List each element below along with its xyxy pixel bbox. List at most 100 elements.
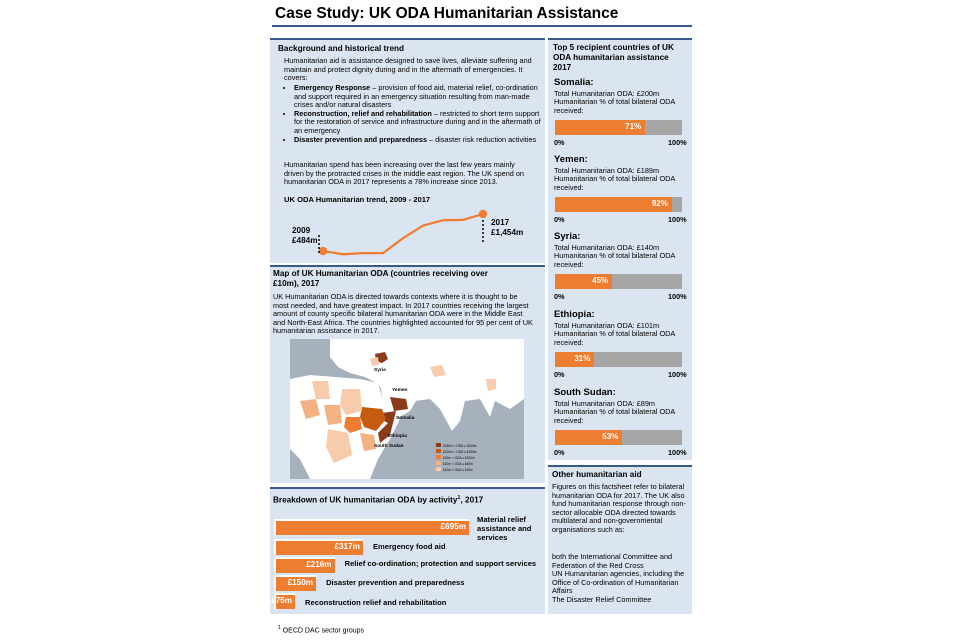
country-total: Total Humanitarian ODA: £89m <box>554 399 655 408</box>
other-aid-item: The Disaster Relief Committee <box>552 595 652 604</box>
background-intro: Humanitarian aid is assistance designed … <box>284 56 532 83</box>
map-description: UK Humanitarian ODA is directed towards … <box>273 292 533 336</box>
activity-category-label: Relief co-ordination; protection and sup… <box>344 559 537 568</box>
trend-line <box>322 212 484 256</box>
country-pct-label: Humanitarian % of total bilateral ODA re… <box>554 251 675 269</box>
country-pct-label: Humanitarian % of total bilateral ODA re… <box>554 329 675 347</box>
country-pct-label: Humanitarian % of total bilateral ODA re… <box>554 174 675 192</box>
top5-panel: Top 5 recipient countries of UK ODA huma… <box>548 40 692 460</box>
other-aid-panel: Other humanitarian aid Figures on this f… <box>548 467 692 614</box>
map-country-south-sudan <box>344 417 362 433</box>
bullet-item: Reconstruction, relief and rehabilitatio… <box>294 109 544 136</box>
map-country-yemen <box>390 397 408 411</box>
country-pct-bar: 45% <box>555 274 682 289</box>
trend-start-point <box>318 246 328 256</box>
map-legend: £150m < ODA ≤ £200m £100m < ODA ≤ £150m … <box>436 443 477 472</box>
map-label-syria: Syria <box>374 367 386 373</box>
map-country-afghanistan <box>430 365 446 377</box>
country-pct-value: 45% <box>592 276 609 285</box>
background-heading: Background and historical trend <box>278 44 405 53</box>
map-label-somalia: Somalia <box>396 415 415 421</box>
trend-line-chart <box>318 209 488 256</box>
axis-min-label: 0% <box>554 138 565 147</box>
svg-text:£100m < ODA ≤ £150m: £100m < ODA ≤ £150m <box>443 450 477 454</box>
axis-max-label: 100% <box>668 370 687 379</box>
divider <box>270 265 545 267</box>
bullet-item: Disaster prevention and preparedness – d… <box>294 135 544 145</box>
axis-max-label: 100% <box>668 448 687 457</box>
activity-category-label: Material relief assistance and services <box>477 515 532 542</box>
country-total: Total Humanitarian ODA: £140m <box>554 243 660 252</box>
axis-max-label: 100% <box>668 215 687 224</box>
country-name: South Sudan: <box>554 387 616 398</box>
country-pct-fill: 53% <box>555 430 623 445</box>
background-para2: Humanitarian spend has been increasing o… <box>284 160 524 187</box>
svg-text:£20m < ODA ≤ £40m: £20m < ODA ≤ £40m <box>443 462 473 466</box>
activity-bar-chart: £695m Material relief assistance and serv… <box>270 489 545 614</box>
svg-text:£150m < ODA ≤ £200m: £150m < ODA ≤ £200m <box>443 444 477 448</box>
country-name: Somalia: <box>554 77 594 88</box>
country-pct-fill: 71% <box>555 120 646 135</box>
map-country-nigeria <box>300 399 320 419</box>
activity-bar: £150m <box>274 575 317 591</box>
divider <box>548 38 692 40</box>
axis-max-label: 100% <box>668 292 687 301</box>
activity-bar-value: £75m <box>271 596 293 605</box>
country-pct-value: 31% <box>574 354 591 363</box>
activity-bar-value: £150m <box>287 578 314 587</box>
page-title: Case Study: UK ODA Humanitarian Assistan… <box>275 5 619 22</box>
activity-bar: £75m <box>271 593 296 609</box>
country-pct-value: 92% <box>651 199 668 208</box>
map-label-ethiopia: Ethiopia <box>388 433 407 439</box>
divider <box>270 38 545 40</box>
map-country-car <box>324 405 342 425</box>
axis-min-label: 0% <box>554 292 565 301</box>
svg-text:£40m < ODA ≤ £100m: £40m < ODA ≤ £100m <box>443 456 475 460</box>
country-pct-value: 53% <box>602 432 619 441</box>
trend-chart-title: UK ODA Humanitarian trend, 2009 - 2017 <box>284 195 431 204</box>
axis-min-label: 0% <box>554 448 565 457</box>
country-name: Yemen: <box>554 154 588 165</box>
other-aid-para: Figures on this factsheet refer to bilat… <box>552 482 686 534</box>
map-country-kenya <box>360 433 376 451</box>
country-name: Syria: <box>554 231 581 242</box>
activity-bar: £317m <box>274 539 363 555</box>
divider <box>270 487 545 489</box>
country-pct-bar: 71% <box>555 120 682 135</box>
country-total: Total Humanitarian ODA: £200m <box>554 89 660 98</box>
activity-category-label: Reconstruction relief and rehabilitation <box>305 598 447 607</box>
breakdown-panel: Breakdown of UK humanitarian ODA by acti… <box>270 489 545 614</box>
activity-category-label: Emergency food aid <box>372 542 446 551</box>
other-aid-item: both the International Committee and Fed… <box>552 552 673 570</box>
other-aid-heading: Other humanitarian aid <box>552 470 642 479</box>
activity-bar-value: £317m <box>334 542 360 551</box>
activity-bullets: Emergency Response – provision of food a… <box>274 83 544 145</box>
trend-start-label: 2009 £484m <box>292 226 318 245</box>
axis-min-label: 0% <box>554 370 565 379</box>
activity-category-label: Disaster prevention and preparedness <box>326 578 465 587</box>
footnote: 1 OECD DAC sector groups <box>278 625 365 635</box>
axis-max-label: 100% <box>668 138 687 147</box>
trend-end-label: 2017 £1,454m <box>491 218 524 237</box>
country-name: Ethiopia: <box>554 309 595 320</box>
country-pct-label: Humanitarian % of total bilateral ODA re… <box>554 407 675 425</box>
country-total: Total Humanitarian ODA: £189m <box>554 166 660 175</box>
bullet-item: Emergency Response – provision of food a… <box>294 83 544 110</box>
country-pct-bar: 53% <box>555 430 682 445</box>
activity-bar: £216m <box>274 557 335 573</box>
country-pct-label: Humanitarian % of total bilateral ODA re… <box>554 97 675 115</box>
activity-bar: £695m <box>274 519 469 535</box>
country-pct-bar: 31% <box>555 352 682 367</box>
map-label-south-sudan: South Sudan <box>374 443 404 449</box>
country-pct-bar: 92% <box>555 197 682 212</box>
country-pct-fill: 45% <box>555 274 613 289</box>
top5-heading: Top 5 recipient countries of UK ODA huma… <box>553 43 674 72</box>
map-heading: Map of UK Humanitarian ODA (countries re… <box>273 269 488 288</box>
map-country-ethiopia <box>360 407 386 431</box>
title-divider <box>272 25 692 27</box>
map-country-sudan <box>340 389 362 415</box>
background-panel: Background and historical trend Humanita… <box>270 40 545 263</box>
map-country-myanmar <box>486 379 496 391</box>
map-label-yemen: Yemen <box>392 387 408 393</box>
country-pct-fill: 92% <box>555 197 672 212</box>
